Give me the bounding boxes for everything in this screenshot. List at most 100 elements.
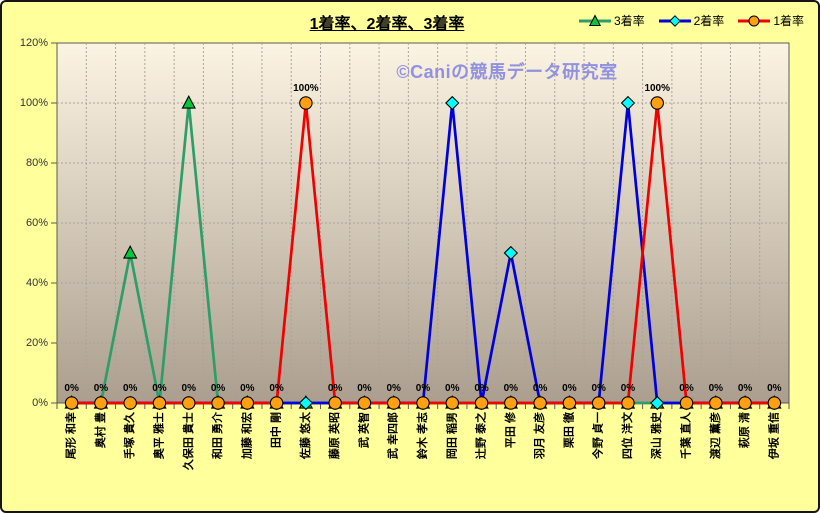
- x-axis-label: 羽月 友彦: [532, 412, 546, 459]
- x-axis-label: 伊坂 重信: [766, 412, 780, 460]
- x-axis-label: 加藤 和宏: [239, 412, 253, 460]
- data-label: 0%: [152, 383, 167, 394]
- data-label: 0%: [269, 383, 284, 394]
- y-axis-label: 120%: [20, 37, 48, 49]
- data-label: 0%: [94, 383, 109, 394]
- data-label: 0%: [767, 383, 782, 394]
- data-label: 0%: [240, 383, 255, 394]
- data-point-circle-icon: [767, 396, 782, 410]
- data-point-circle-icon: [240, 396, 255, 410]
- data-point-diamond-icon: [298, 395, 314, 411]
- data-point-circle-icon: [474, 396, 489, 410]
- data-point-triangle-icon: [122, 245, 138, 259]
- data-label: 0%: [533, 383, 548, 394]
- x-axis-label: 鈴木 孝志: [415, 412, 429, 459]
- chart-title: 1着率、2着率、3着率: [309, 16, 465, 33]
- data-label: 0%: [211, 383, 226, 394]
- data-label: 0%: [182, 383, 197, 394]
- data-point-triangle-icon: [181, 95, 196, 109]
- data-label: 0%: [357, 383, 372, 394]
- x-axis-label: 佐藤 悠太: [298, 411, 312, 460]
- x-axis-label: 萩原 清: [737, 412, 751, 449]
- data-point-circle-icon: [299, 96, 313, 110]
- data-label: 0%: [679, 383, 694, 394]
- data-point-circle-icon: [416, 396, 430, 410]
- data-label: 0%: [64, 383, 79, 394]
- data-label: 0%: [474, 383, 489, 394]
- x-axis-label: 奥平 雅士: [151, 412, 165, 460]
- x-axis-label: 深山 雅史: [649, 411, 663, 459]
- x-axis-label: 岡田 稲男: [444, 412, 458, 459]
- x-axis-label: 手塚 貴久: [122, 411, 136, 459]
- legend-item-first-place-rate: 1着率: [737, 12, 804, 29]
- x-axis-label: 奥村 豊: [93, 412, 107, 449]
- data-label: 0%: [416, 383, 431, 394]
- data-point-circle-icon: [152, 396, 167, 410]
- data-label: 0%: [504, 383, 519, 394]
- data-label: 0%: [562, 383, 577, 394]
- data-point-circle-icon: [533, 396, 547, 410]
- x-axis-label: 平田 修: [503, 411, 517, 448]
- data-label: 0%: [621, 383, 636, 394]
- data-point-diamond-icon: [650, 395, 665, 411]
- data-point-circle-icon: [679, 396, 694, 410]
- x-axis-label: 久保田 貴士: [181, 412, 195, 470]
- x-axis-label: 和田 勇介: [210, 411, 224, 459]
- watermark: ©Caniの競馬データ研究室: [396, 62, 618, 82]
- data-label: 0%: [445, 383, 460, 394]
- y-axis-label: 60%: [26, 217, 48, 229]
- data-point-circle-icon: [182, 396, 196, 410]
- x-axis-label: 藤原 英昭: [327, 412, 341, 459]
- data-point-diamond-icon: [445, 95, 460, 111]
- legend-item-third-place-rate: 3着率: [578, 12, 645, 29]
- x-axis-label: 田中 剛: [269, 412, 283, 448]
- x-axis-label: 栗田 徹: [561, 411, 575, 448]
- data-point-circle-icon: [445, 396, 460, 410]
- data-point-circle-icon: [211, 396, 225, 410]
- data-point-circle-icon: [591, 396, 606, 410]
- data-point-circle-icon: [328, 396, 342, 410]
- legend-label: 2着率: [693, 14, 725, 28]
- x-axis-label: 四位 洋文: [620, 411, 634, 459]
- x-axis-label: 渡辺 薫彦: [708, 412, 722, 459]
- data-label: 0%: [738, 383, 753, 394]
- data-point-diamond-icon: [620, 95, 636, 111]
- data-point-diamond-icon: [503, 245, 519, 261]
- data-point-circle-icon: [386, 396, 401, 410]
- data-label: 0%: [591, 383, 606, 394]
- data-point-circle-icon: [357, 396, 372, 410]
- y-axis-label: 40%: [26, 277, 48, 289]
- data-point-circle-icon: [709, 396, 723, 410]
- data-point-circle-icon: [269, 396, 284, 410]
- data-label: 100%: [293, 83, 319, 94]
- data-label: 0%: [123, 383, 138, 394]
- data-point-circle-icon: [650, 96, 664, 110]
- data-label: 0%: [709, 383, 724, 394]
- legend-label: 1着率: [773, 14, 804, 28]
- x-axis-label: 武 幸四郎: [386, 412, 400, 459]
- data-label: 0%: [386, 383, 401, 394]
- data-point-circle-icon: [64, 396, 79, 410]
- y-axis-label: 20%: [26, 337, 48, 349]
- x-axis-label: 尾形 和幸: [64, 412, 78, 460]
- legend-label: 3着率: [613, 14, 645, 28]
- y-axis-label: 100%: [20, 97, 48, 109]
- x-axis-label: 辻野 泰之: [474, 412, 488, 459]
- data-label: 0%: [328, 383, 343, 394]
- legend: 3着率 2着率 1着率: [578, 12, 804, 29]
- data-point-circle-icon: [94, 396, 108, 410]
- data-point-circle-icon: [738, 396, 752, 410]
- y-axis-label: 80%: [26, 157, 48, 169]
- data-point-circle-icon: [504, 396, 518, 410]
- legend-item-second-place-rate: 2着率: [658, 12, 725, 29]
- legend-marker-circle-icon: [738, 15, 771, 26]
- x-axis-label: 千葉 直人: [679, 411, 693, 459]
- x-axis-label: 今野 貞一: [591, 412, 605, 460]
- data-point-circle-icon: [621, 396, 635, 410]
- y-axis-label: 0%: [32, 397, 48, 409]
- data-point-circle-icon: [123, 396, 137, 410]
- x-axis-label: 武 英智: [356, 412, 370, 448]
- legend-marker-triangle-icon: [578, 13, 611, 26]
